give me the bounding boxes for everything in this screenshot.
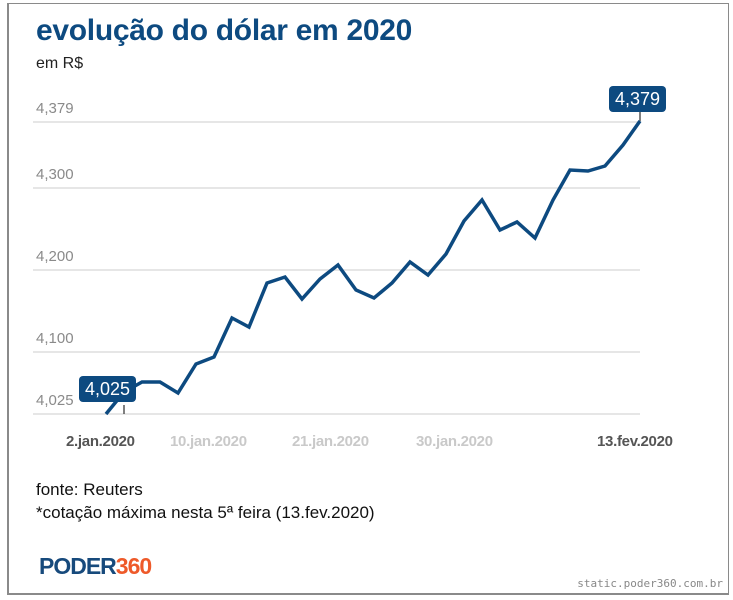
x-tick-label: 21.jan.2020 (292, 433, 369, 450)
y-tick-label: 4,379 (36, 100, 74, 117)
x-tick-label: 10.jan.2020 (170, 433, 247, 450)
y-tick-label: 4,300 (36, 166, 74, 183)
y-tick-label: 4,200 (36, 248, 74, 265)
source-note: fonte: Reuters (36, 480, 143, 499)
gridlines (33, 121, 640, 415)
source-url: static.poder360.com.br (577, 577, 723, 590)
x-tick-label: 13.fev.2020 (597, 433, 673, 450)
chart-subtitle: em R$ (36, 55, 84, 72)
chart-title: evolução do dólar em 2020 (36, 14, 412, 47)
chart-frame (7, 3, 729, 595)
y-tick-label: 4,025 (36, 392, 74, 409)
logo-text-360: 360 (115, 553, 152, 579)
footnote: *cotação máxima nesta 5ª feira (13.fev.2… (36, 503, 375, 522)
start-value-callout: 4,025 (79, 376, 137, 402)
dollar-series-line (104, 119, 642, 416)
logo-text-poder: PODER (39, 553, 117, 579)
y-tick-label: 4,100 (36, 330, 74, 347)
poder360-logo: PODER360 (39, 553, 152, 580)
x-tick-label: 2.jan.2020 (66, 433, 135, 450)
x-tick-label: 30.jan.2020 (416, 433, 493, 450)
end-value-callout: 4,379 (609, 86, 667, 112)
